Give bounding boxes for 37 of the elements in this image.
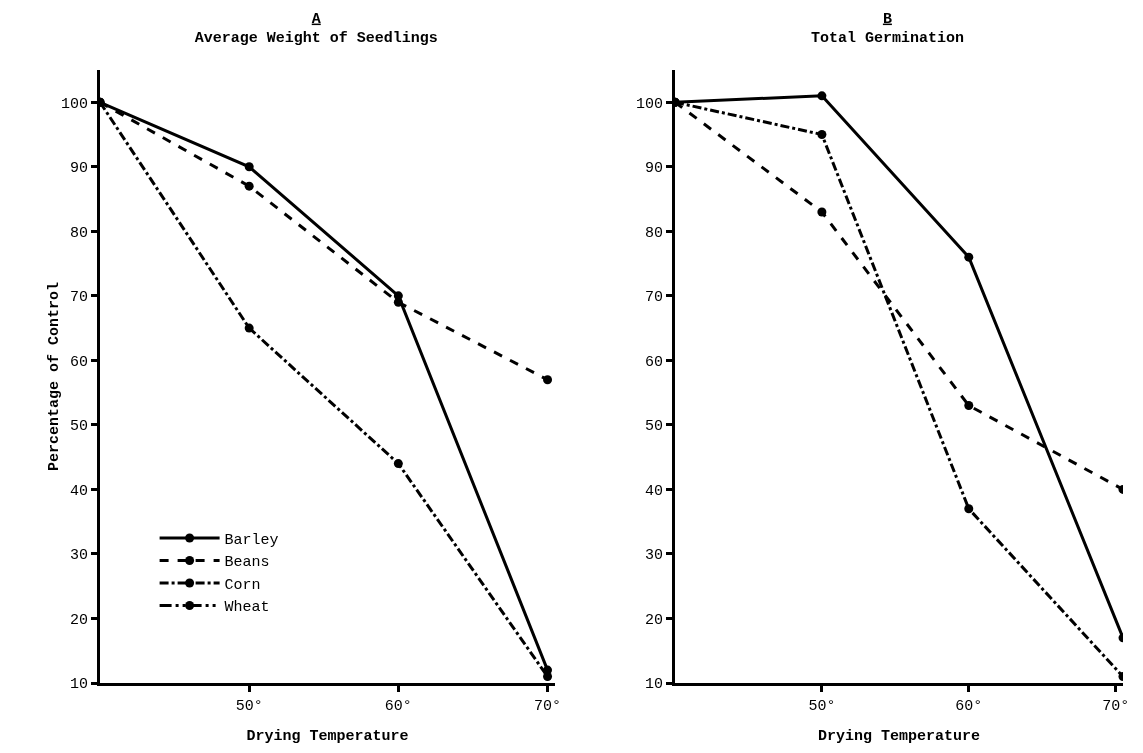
- y-tick-label: 60: [69, 353, 88, 371]
- x-tick-label: 50°: [808, 698, 836, 715]
- y-tick-label: 10: [644, 676, 663, 694]
- x-tick-label: 60°: [955, 698, 983, 715]
- x-tick-label: 70°: [534, 698, 562, 715]
- y-axis-title: Percentage of Control: [46, 281, 63, 472]
- y-tick-label: 70: [644, 289, 663, 307]
- y-tick-label: 30: [69, 547, 88, 565]
- y-tick-label: 80: [644, 224, 663, 242]
- y-tick-label: 10: [69, 676, 88, 694]
- y-tick-label: 40: [644, 482, 663, 500]
- y-tick-label: 90: [69, 160, 88, 178]
- x-tick-label: 70°: [1102, 698, 1130, 715]
- legend-label: Corn: [224, 576, 261, 594]
- y-tick-label: 100: [635, 95, 663, 113]
- y-tick-label: 50: [69, 418, 88, 436]
- y-tick-label: 50: [644, 418, 663, 436]
- legend-label: Beans: [224, 554, 270, 572]
- chart-subtitle: Average Weight of Seedlings: [194, 30, 438, 48]
- y-tick-label: 90: [644, 160, 663, 178]
- y-tick-label: 60: [644, 353, 663, 371]
- y-tick-label: 20: [644, 611, 663, 629]
- y-tick-label: 70: [69, 289, 88, 307]
- y-tick-label: 80: [69, 224, 88, 242]
- x-tick-label: 50°: [235, 698, 263, 715]
- y-tick-label: 20: [69, 611, 88, 629]
- x-axis-title: Drying Temperature: [246, 728, 409, 745]
- chart-title: A: [311, 10, 321, 28]
- y-tick-label: 30: [644, 547, 663, 565]
- x-tick-label: 60°: [384, 698, 412, 715]
- y-tick-label: 100: [60, 95, 88, 113]
- legend-label: Barley: [224, 531, 279, 549]
- y-tick-label: 40: [69, 482, 88, 500]
- legend-label: Wheat: [224, 599, 270, 617]
- x-axis-title: Drying Temperature: [817, 728, 981, 745]
- chart-title: B: [882, 10, 892, 28]
- chart-subtitle: Total Germination: [810, 30, 964, 48]
